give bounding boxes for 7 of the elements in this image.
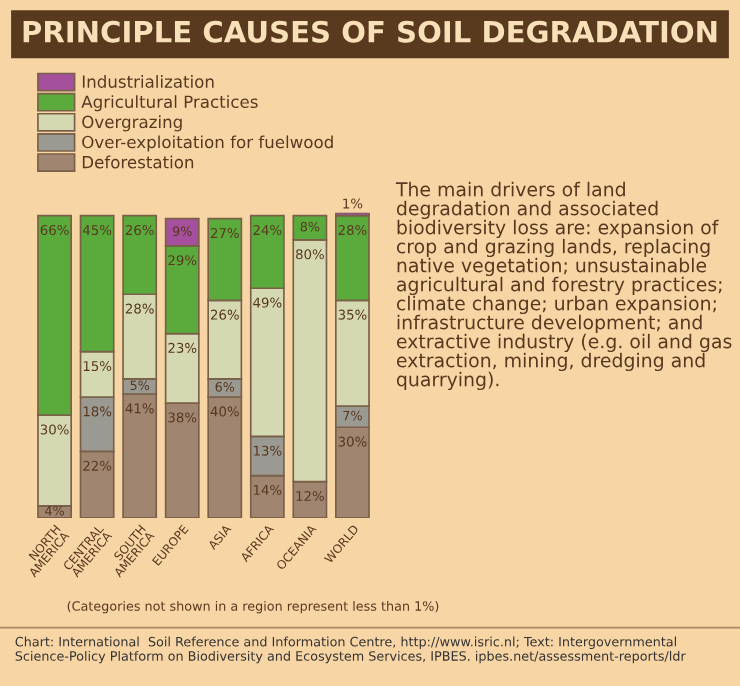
legend-label: Overgrazing — [82, 115, 182, 132]
text: The main drivers of land degradation and associated biodiversity loss are: expansion of crop and grazing lands, replacing native vegetation; unsustainable agricultural and forestry practices; climate change; urban expansion; infrastructure development; and extractive industry (e.g. oil and gas extraction, mining, dredging and quarrying). — [395, 181, 732, 391]
legend-label: Over-exploitation for fuelwood — [82, 135, 333, 152]
chart-title: PRINCIPLE CAUSES OF SOIL DEGRADATION — [23, 20, 717, 43]
legend-label: Industrialization — [82, 75, 214, 88]
legend-label: Agricultural Practices — [81, 95, 258, 112]
legend-label: Deforestation — [82, 155, 194, 169]
